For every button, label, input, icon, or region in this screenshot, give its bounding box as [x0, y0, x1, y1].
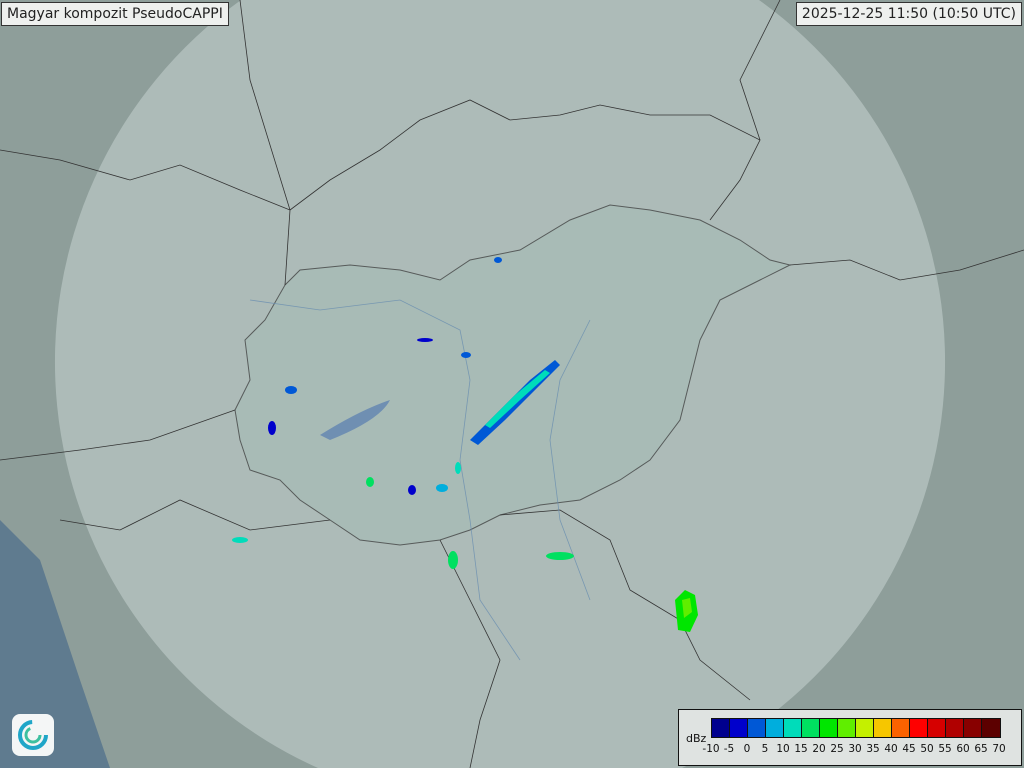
legend-ticks: -10 -5 0 5 10 15 20 25 30 35 40 45 50 55 60 65 70: [702, 743, 1013, 757]
legend-tick-label: 25: [830, 743, 844, 755]
legend-tick-label: 0: [743, 743, 751, 755]
legend-color-swatch: [928, 719, 946, 737]
legend-color-swatch: [874, 719, 892, 737]
legend-tick-label: 50: [920, 743, 934, 755]
rivers: [249, 299, 591, 661]
legend-color-swatch: [802, 719, 820, 737]
legend-color-swatch: [964, 719, 982, 737]
legend-color-swatch: [892, 719, 910, 737]
legend-color-swatch: [712, 719, 730, 737]
legend-color-swatch: [748, 719, 766, 737]
dbz-color-legend: dBz -10 -5 0 5 10 15 20 25 30 35 40 45 50 55 60 65 70: [678, 709, 1022, 766]
legend-color-swatch: [856, 719, 874, 737]
legend-tick-label: 65: [974, 743, 988, 755]
legend-tick-label: 45: [902, 743, 916, 755]
legend-tick-label: -5: [723, 743, 735, 755]
radar-echoes: [232, 257, 698, 632]
legend-color-swatch: [982, 719, 1000, 737]
legend-color-swatch: [820, 719, 838, 737]
lake-balaton: [320, 400, 390, 440]
legend-tick-label: 70: [992, 743, 1006, 755]
legend-tick-label: 55: [938, 743, 952, 755]
legend-color-swatch: [946, 719, 964, 737]
timestamp: 2025-12-25 11:50 (10:50 UTC): [795, 2, 1022, 26]
product-title: Magyar kompozit PseudoCAPPI: [1, 2, 229, 26]
legend-tick-label: 10: [776, 743, 790, 755]
legend-unit: dBz: [686, 732, 707, 745]
adriatic-sea: [0, 520, 110, 768]
legend-tick-label: 40: [884, 743, 898, 755]
legend-tick-label: 30: [848, 743, 862, 755]
legend-color-bar: [711, 718, 1001, 738]
legend-color-swatch: [784, 719, 802, 737]
legend-color-swatch: [910, 719, 928, 737]
legend-color-swatch: [766, 719, 784, 737]
legend-tick-label: -10: [702, 743, 720, 755]
legend-tick-label: 20: [812, 743, 826, 755]
legend-tick-label: 35: [866, 743, 880, 755]
hungary-outline: [234, 204, 792, 546]
legend-tick-label: 15: [794, 743, 808, 755]
met-service-swirl-icon: [12, 714, 54, 756]
legend-color-swatch: [730, 719, 748, 737]
legend-tick-label: 5: [761, 743, 769, 755]
legend-tick-label: 60: [956, 743, 970, 755]
legend-color-swatch: [838, 719, 856, 737]
